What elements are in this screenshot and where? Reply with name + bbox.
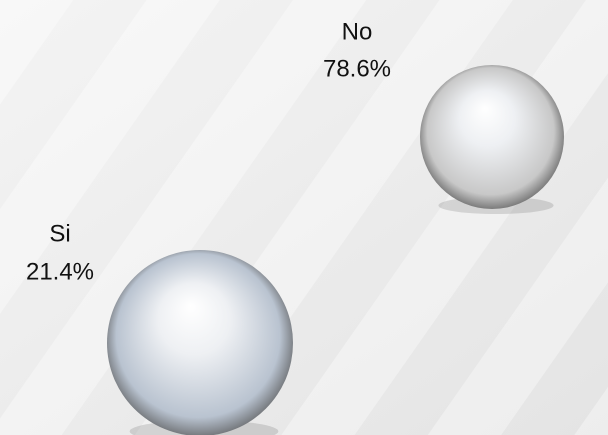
sphere	[107, 250, 293, 435]
category-label: Si	[49, 220, 70, 247]
category-label: No	[342, 18, 373, 45]
sphere	[420, 65, 564, 209]
value-label: 78.6%	[323, 55, 391, 82]
value-label: 21.4%	[26, 258, 94, 285]
